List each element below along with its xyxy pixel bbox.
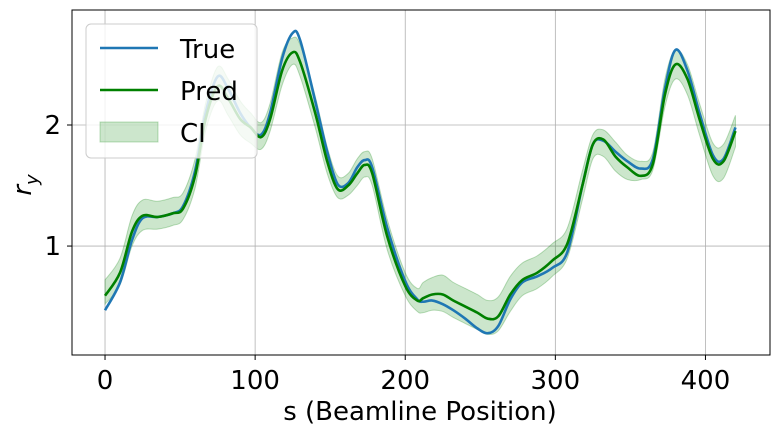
legend-label: CI — [180, 119, 206, 149]
legend: True Pred CI — [85, 23, 258, 159]
x-tick-label: 300 — [531, 366, 581, 396]
legend-swatch-ci — [99, 121, 159, 143]
y-axis-ticks: 12 — [44, 111, 72, 262]
y-tick-label: 1 — [44, 232, 61, 262]
plot-frame — [71, 9, 771, 356]
x-tick-label: 200 — [380, 366, 430, 396]
x-tick-label: 400 — [681, 366, 731, 396]
x-tick-label: 0 — [97, 366, 114, 396]
legend-label: Pred — [180, 77, 238, 107]
legend-label: True — [179, 35, 235, 65]
legend-box — [85, 23, 258, 159]
x-tick-label: 100 — [230, 366, 280, 396]
x-axis-ticks: 0 100 200 300 400 — [97, 355, 731, 396]
y-axis-label: ry — [8, 174, 43, 196]
y-tick-label: 2 — [44, 111, 61, 141]
x-axis-label: s (Beamline Position) — [283, 397, 557, 427]
